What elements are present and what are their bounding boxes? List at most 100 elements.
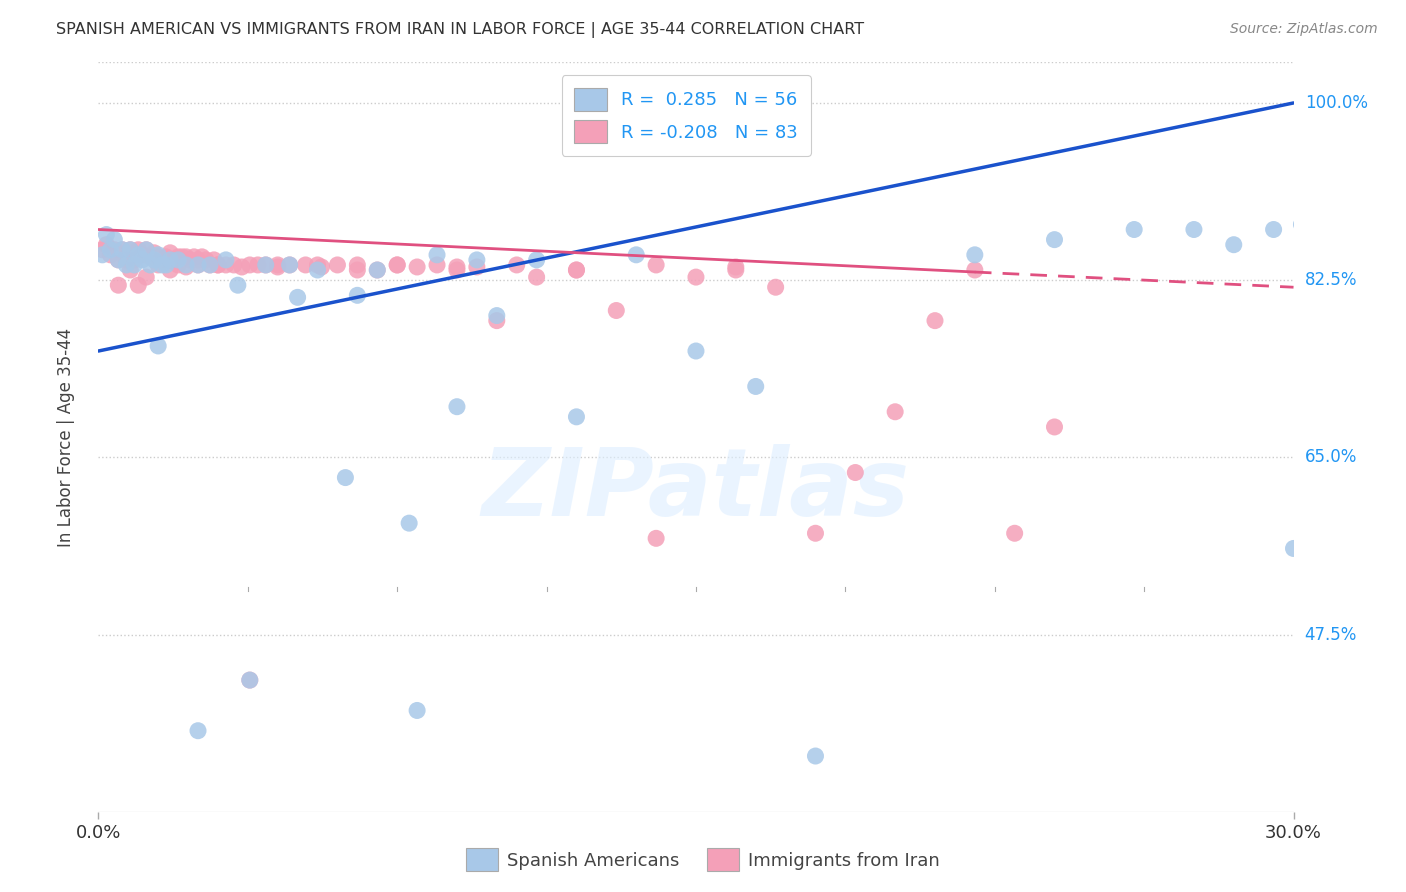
Point [765, 280, 787, 294]
Point [207, 258, 229, 272]
Point [139, 250, 162, 264]
Point [167, 252, 190, 267]
Point [335, 470, 357, 484]
Point [426, 258, 449, 272]
Point [398, 516, 420, 530]
Point [120, 243, 142, 257]
Point [139, 258, 162, 272]
Point [963, 263, 986, 277]
Point [111, 243, 134, 257]
Point [124, 252, 146, 267]
Point [366, 263, 388, 277]
Point [1123, 222, 1146, 236]
Point [135, 243, 157, 257]
Point [103, 233, 125, 247]
Point [287, 290, 309, 304]
Point [195, 252, 218, 267]
Point [187, 258, 209, 272]
Point [167, 258, 190, 272]
Point [326, 258, 349, 272]
Point [96, 227, 118, 242]
Point [163, 252, 186, 267]
Point [143, 252, 166, 267]
Point [485, 309, 508, 323]
Point [254, 258, 277, 272]
Point [884, 405, 907, 419]
Point [159, 245, 181, 260]
Point [307, 258, 329, 272]
Point [346, 288, 368, 302]
Text: ZIPatlas: ZIPatlas [482, 443, 910, 535]
Point [91, 248, 114, 262]
Legend: R =  0.285   N = 56, R = -0.208   N = 83: R = 0.285 N = 56, R = -0.208 N = 83 [561, 75, 810, 156]
Point [120, 243, 142, 257]
Point [924, 313, 946, 327]
Point [155, 258, 177, 272]
Point [1043, 420, 1066, 434]
Point [115, 252, 138, 267]
Point [172, 250, 194, 264]
Point [174, 250, 197, 264]
Text: SPANISH AMERICAN VS IMMIGRANTS FROM IRAN IN LABOR FORCE | AGE 35-44 CORRELATION : SPANISH AMERICAN VS IMMIGRANTS FROM IRAN… [56, 22, 865, 38]
Point [215, 258, 238, 272]
Point [159, 263, 181, 277]
Point [626, 248, 648, 262]
Point [645, 532, 668, 546]
Point [148, 248, 170, 262]
Point [187, 723, 209, 738]
Point [366, 263, 388, 277]
Point [127, 278, 149, 293]
Point [179, 252, 201, 267]
Point [278, 258, 301, 272]
Point [239, 673, 262, 687]
Point [127, 248, 149, 262]
Point [135, 243, 157, 257]
Text: 47.5%: 47.5% [1305, 625, 1357, 643]
Text: 82.5%: 82.5% [1305, 271, 1357, 289]
Point [1263, 222, 1285, 236]
Point [120, 263, 142, 277]
Point [426, 248, 449, 262]
Point [167, 250, 190, 264]
Text: 65.0%: 65.0% [1305, 449, 1357, 467]
Point [207, 258, 229, 272]
Point [406, 703, 429, 717]
Point [191, 250, 214, 264]
Point [1223, 237, 1246, 252]
Point [294, 258, 316, 272]
Point [685, 344, 707, 359]
Point [246, 258, 269, 272]
Point [278, 258, 301, 272]
Point [91, 243, 114, 257]
Point [465, 260, 488, 274]
Point [135, 270, 157, 285]
Point [1282, 541, 1305, 556]
Point [148, 339, 170, 353]
Point [107, 252, 129, 267]
Point [1302, 212, 1324, 227]
Point [98, 243, 122, 257]
Point [231, 260, 253, 274]
Point [1004, 526, 1026, 541]
Point [385, 258, 409, 272]
Point [239, 673, 262, 687]
Point [506, 258, 529, 272]
Point [446, 260, 468, 274]
Point [1182, 222, 1205, 236]
Point [267, 258, 290, 272]
Point [155, 250, 177, 264]
Point [1043, 233, 1066, 247]
Point [446, 263, 468, 277]
Point [307, 263, 329, 277]
Point [239, 258, 262, 272]
Point [150, 252, 173, 267]
Text: Source: ZipAtlas.com: Source: ZipAtlas.com [1230, 22, 1378, 37]
Point [465, 252, 488, 267]
Point [127, 243, 149, 257]
Point [565, 263, 588, 277]
Point [131, 248, 153, 262]
Point [565, 409, 588, 424]
Point [804, 526, 827, 541]
Point [143, 245, 166, 260]
Point [96, 237, 118, 252]
